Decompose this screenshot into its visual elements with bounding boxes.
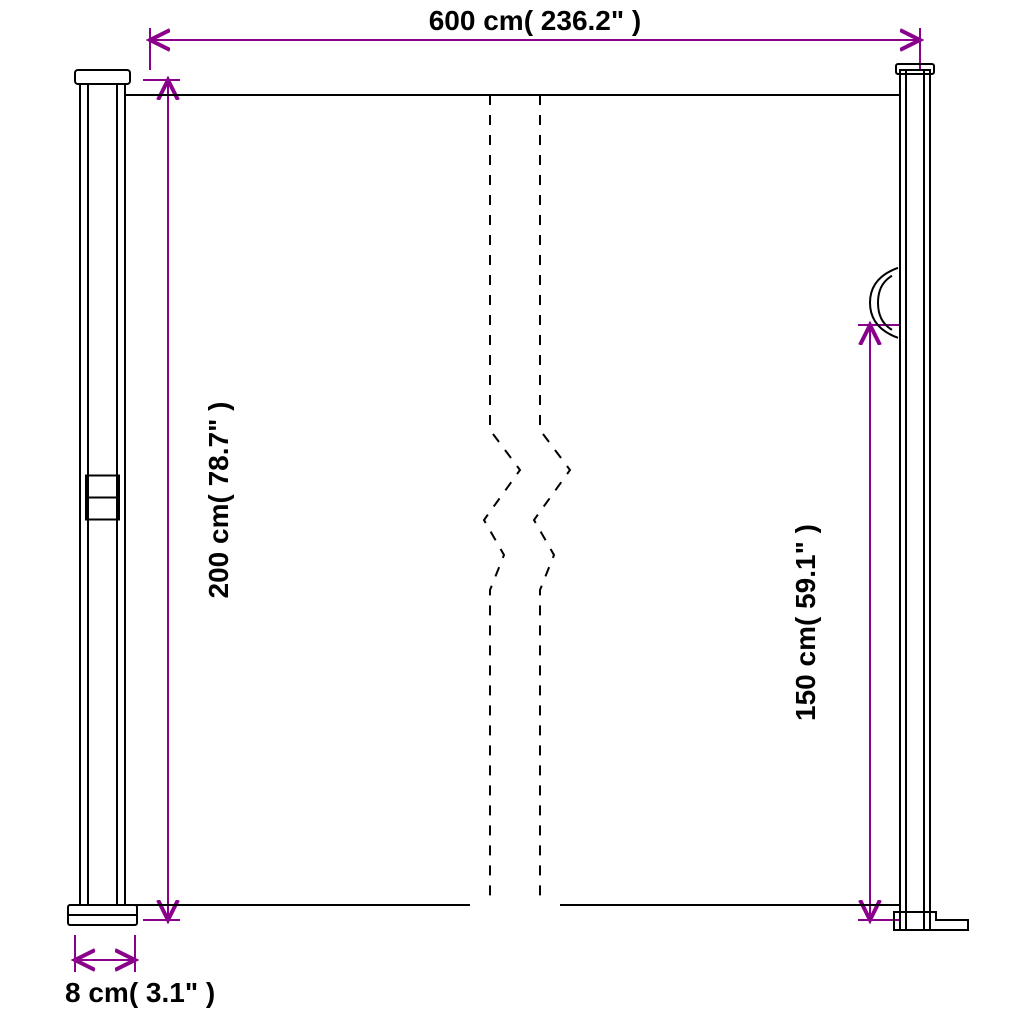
right-post (870, 64, 968, 930)
dim-height-right: 150 cm( 59.1" ) (790, 325, 900, 920)
depth-label: 8 cm( 3.1" ) (65, 977, 215, 1008)
dim-depth: 8 cm( 3.1" ) (65, 935, 215, 1008)
height-right-label: 150 cm( 59.1" ) (790, 524, 821, 721)
left-post (68, 70, 137, 925)
height-left-label: 200 cm( 78.7" ) (203, 402, 234, 599)
screen-panel (125, 95, 900, 905)
dim-height-left: 200 cm( 78.7" ) (143, 80, 234, 920)
break-lines (484, 95, 570, 905)
dim-width: 600 cm( 236.2" ) (150, 5, 920, 70)
dimension-diagram: 600 cm( 236.2" ) 200 cm( 78.7" ) 150 cm(… (0, 0, 1024, 1024)
width-label: 600 cm( 236.2" ) (429, 5, 642, 36)
